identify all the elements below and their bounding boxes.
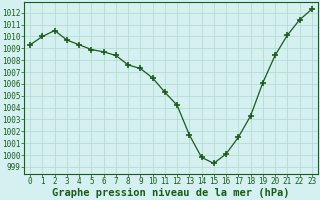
X-axis label: Graphe pression niveau de la mer (hPa): Graphe pression niveau de la mer (hPa) (52, 188, 290, 198)
